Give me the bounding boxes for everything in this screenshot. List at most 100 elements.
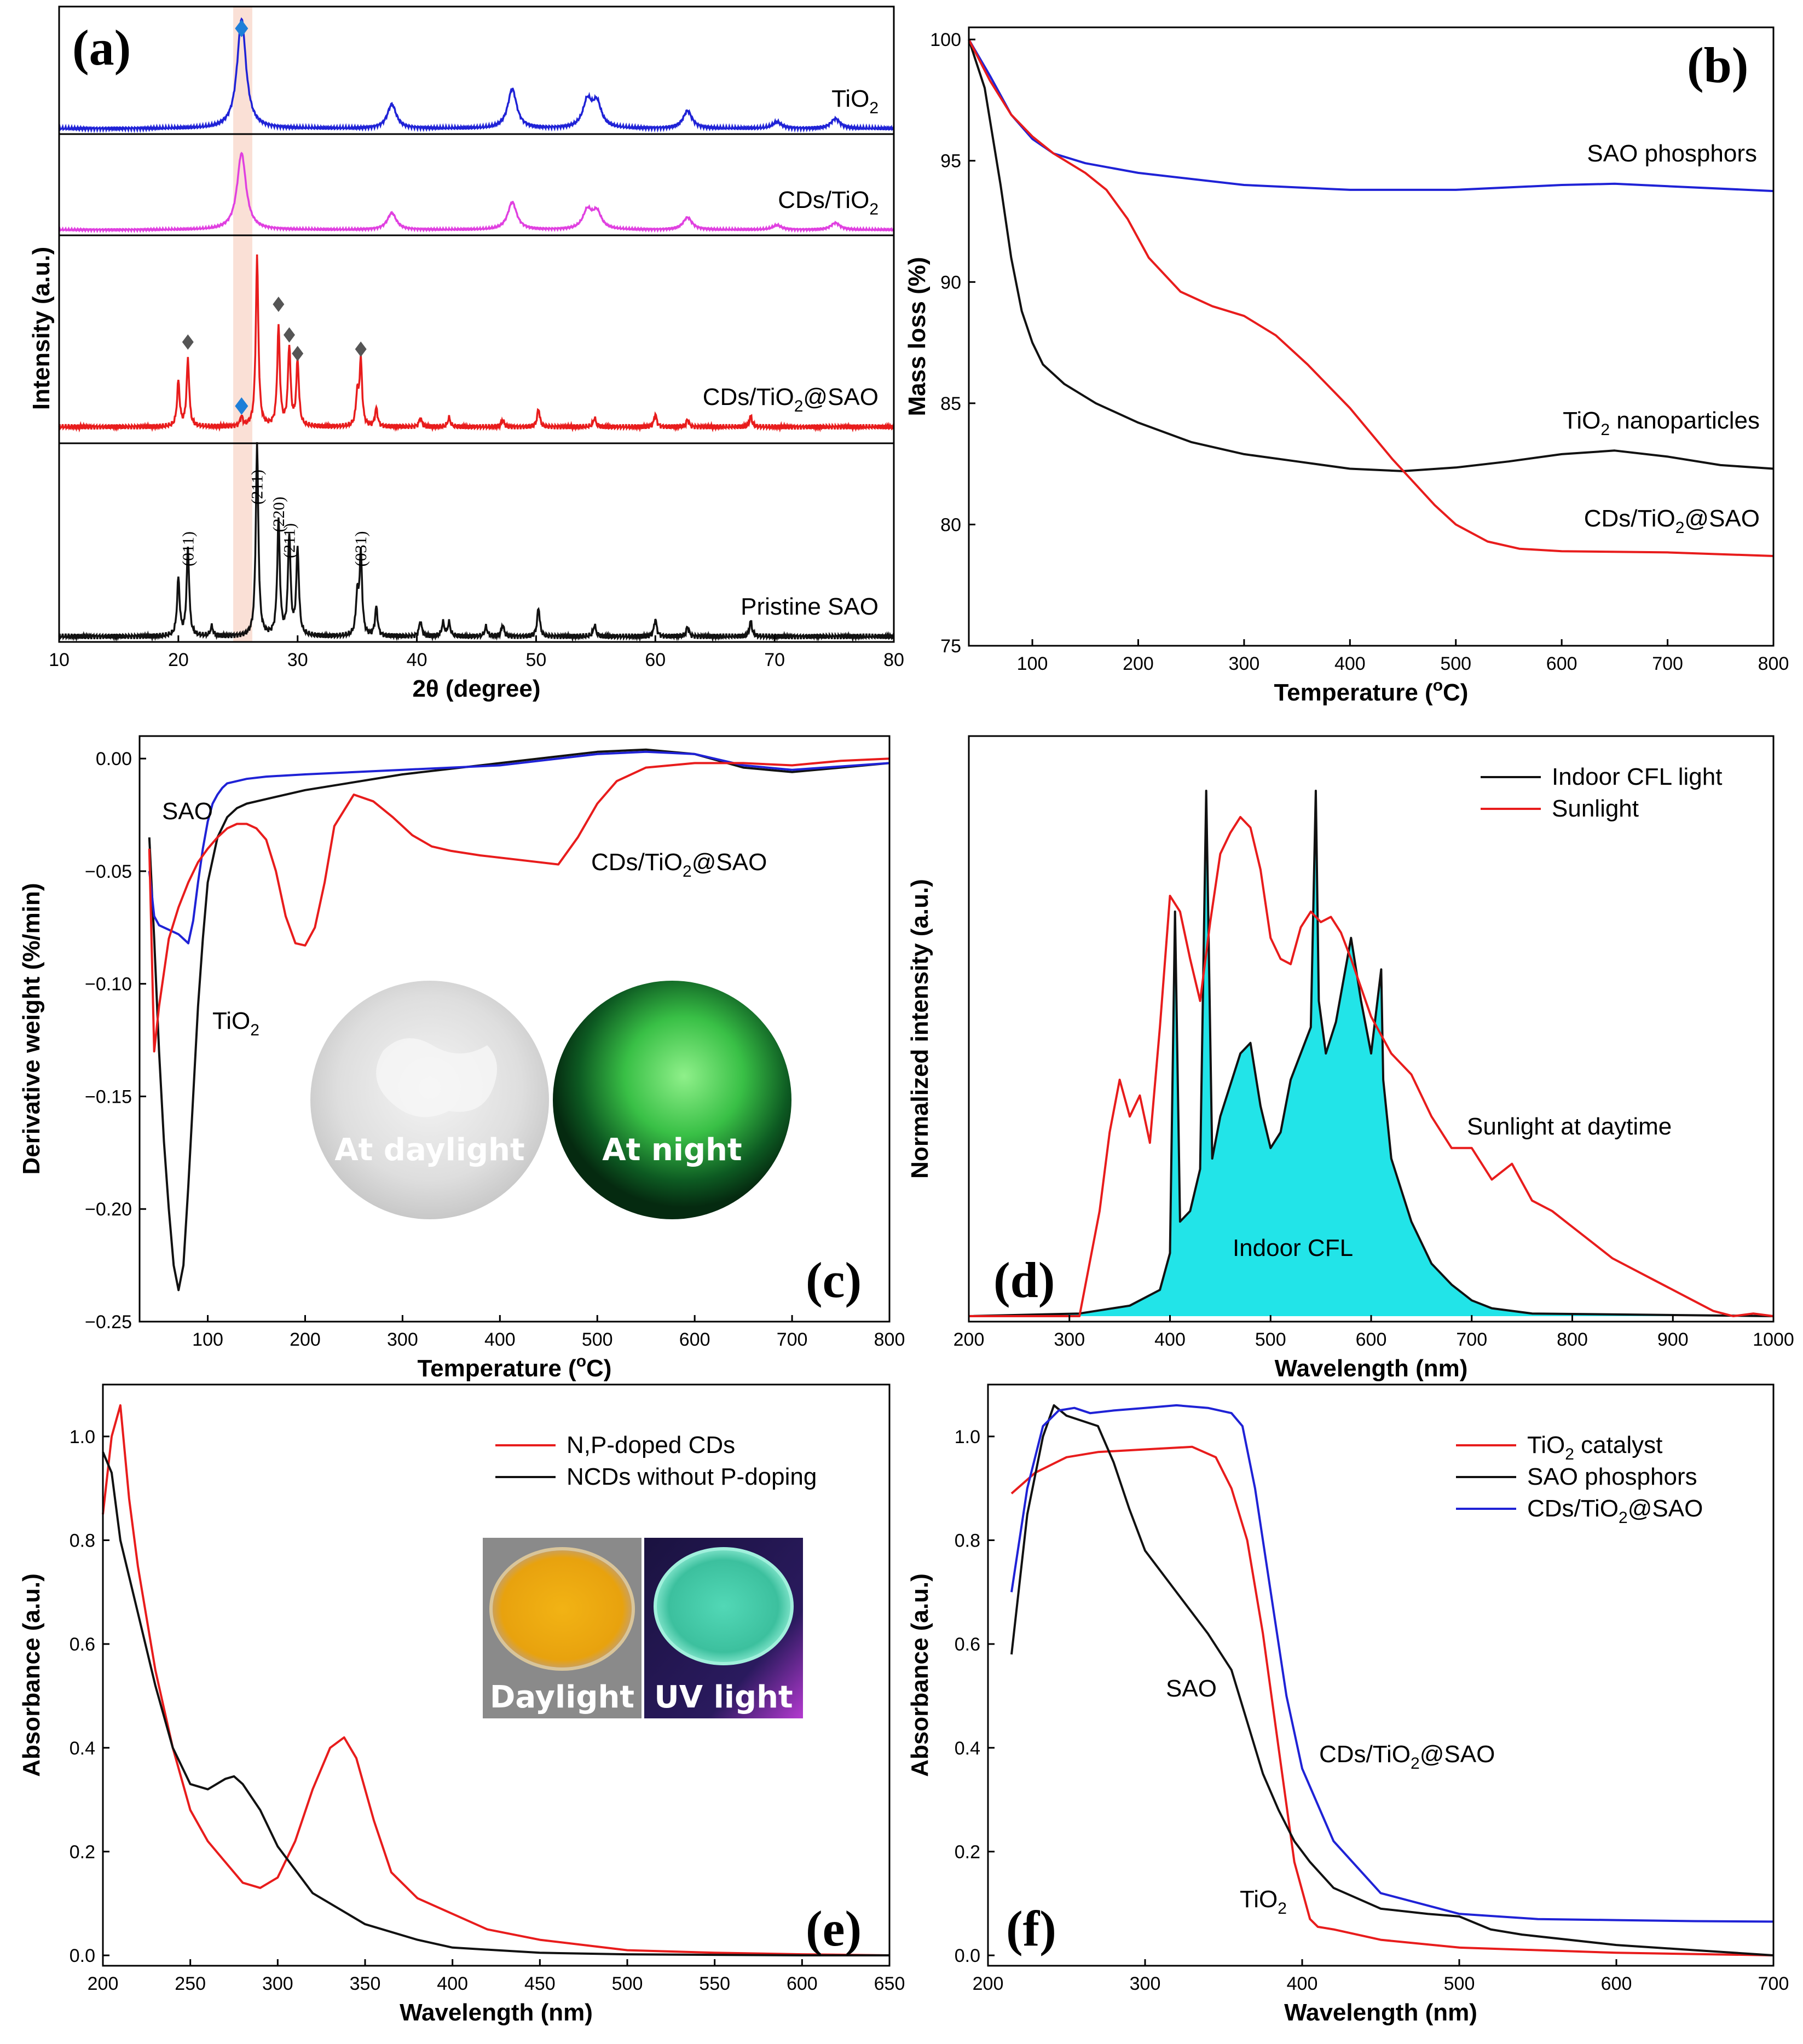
panel-e: 200 250 300 350 400 450 500 550 600 650 0.0 0.2 0.4 0… (18, 1383, 905, 2026)
x-axis-label: Temperature (oC) (418, 1352, 612, 1382)
x-tick-label: 500 (612, 1973, 643, 1994)
photo-caption: At night (602, 1132, 742, 1168)
x-axis-label: 2θ (degree) (412, 675, 540, 702)
y-tick-label: 0.0 (955, 1945, 980, 1966)
y-axis-label: Intensity (a.u.) (28, 247, 55, 410)
series-label: SAO (162, 798, 213, 825)
y-axis-label: Normalized intensity (a.u.) (906, 879, 933, 1179)
sao-peak-marker (292, 346, 304, 361)
y-tick-label: 75 (940, 636, 961, 657)
curve-label: Indoor CFL (1233, 1235, 1353, 1261)
panel-b: 100 200 300 400 500 600 700 800 75 80 85 90 95 100 Tem… (904, 26, 1789, 706)
sao-peak-marker (283, 327, 295, 343)
y-tick-label: 0.2 (955, 1842, 980, 1862)
x-axis-label: Temperature (oC) (1274, 676, 1469, 706)
panel-label: (a) (72, 20, 131, 76)
y-tick-label: 0.00 (96, 749, 132, 769)
y-tick-label: 100 (930, 30, 961, 50)
x-tick-label: 400 (1154, 1329, 1186, 1350)
series-line-2 (148, 757, 890, 1053)
x-tick-label: 10 (49, 650, 70, 670)
yellow-solution (489, 1547, 635, 1671)
powder-shape (376, 1038, 497, 1117)
legend-label: Indoor CFL light (1552, 763, 1722, 790)
curve-label: SAO (1166, 1675, 1217, 1702)
x-tick-label: 300 (262, 1973, 293, 1994)
x-tick-label: 300 (1130, 1973, 1161, 1994)
panel-c: 100 200 300 400 500 600 700 800 −0.25 −0.20 −0.15 −… (18, 735, 905, 1382)
x-tick-label: 600 (787, 1973, 818, 1994)
x-tick-label: 500 (1444, 1973, 1475, 1994)
y-axis-label: Derivative weight (%/min) (18, 883, 45, 1174)
xrd-line-2 (58, 254, 895, 433)
anatase-marker (235, 20, 249, 37)
curve-label: CDs/TiO2@SAO (1319, 1741, 1495, 1773)
x-tick-label: 1000 (1753, 1329, 1794, 1350)
x-tick-label: 300 (387, 1329, 418, 1350)
series-line-0 (968, 39, 1774, 193)
x-tick-label: 800 (1758, 653, 1789, 674)
x-tick-label: 700 (1456, 1329, 1487, 1350)
x-tick-label: 500 (1440, 653, 1471, 674)
hkl-label: (220) (270, 497, 288, 532)
photo-caption: Daylight (490, 1680, 634, 1715)
y-tick-label: 1.0 (70, 1427, 95, 1447)
hkl-label: (211) (280, 523, 298, 558)
x-tick-label: 700 (777, 1329, 808, 1350)
x-tick-label: 50 (526, 650, 547, 670)
inset-photos: Daylight UV light (483, 1538, 803, 1718)
legend-label: N,P-doped CDs (567, 1432, 735, 1458)
series-line-1 (968, 39, 1774, 472)
panel-d: 200 300 400 500 600 700 800 900 1000 Wavelength (… (906, 735, 1794, 1382)
legend-label: SAO phosphors (1527, 1463, 1697, 1490)
x-axis-label: Wavelength (nm) (1275, 1355, 1468, 1382)
xrd-line-1 (58, 152, 894, 234)
y-tick-label: −0.15 (85, 1086, 132, 1107)
x-tick-label: 200 (290, 1329, 321, 1350)
xrd-line-0 (58, 17, 895, 134)
y-axis-label: Absorbance (a.u.) (906, 1573, 933, 1777)
x-tick-label: 900 (1657, 1329, 1689, 1350)
y-tick-label: 0.0 (70, 1945, 95, 1966)
panel-label: (d) (993, 1252, 1055, 1308)
legend-label: TiO2 catalyst (1527, 1432, 1662, 1463)
x-tick-label: 80 (883, 650, 904, 670)
series-label: CDs/TiO2@SAO (703, 384, 879, 415)
series-line-0 (148, 748, 890, 1292)
hkl-label: (211) (249, 470, 267, 505)
panel-label: (c) (806, 1252, 862, 1308)
x-tick-label: 400 (1287, 1973, 1318, 1994)
curve-label: TiO2 (1240, 1886, 1287, 1918)
series-label: Pristine SAO (741, 593, 879, 620)
curve-label: Sunlight at daytime (1467, 1113, 1672, 1140)
series-label: CDs/TiO2@SAO (1584, 505, 1760, 537)
x-tick-label: 400 (437, 1973, 468, 1994)
sao-peak-marker (182, 334, 194, 350)
x-tick-label: 250 (175, 1973, 206, 1994)
x-tick-label: 700 (1758, 1973, 1789, 1994)
series-line-0 (102, 1404, 890, 1956)
plot-frame (102, 1383, 891, 1967)
series-line-2 (1010, 1404, 1774, 1923)
series-label: CDs/TiO2@SAO (591, 849, 767, 881)
x-tick-label: 200 (88, 1973, 119, 1994)
x-tick-label: 500 (1255, 1329, 1286, 1350)
x-tick-label: 400 (484, 1329, 516, 1350)
y-tick-label: 1.0 (955, 1427, 980, 1447)
x-tick-label: 800 (1557, 1329, 1588, 1350)
y-tick-label: −0.05 (85, 861, 132, 882)
y-tick-label: 95 (940, 151, 961, 172)
x-tick-label: 600 (679, 1329, 710, 1350)
x-axis-label: Wavelength (nm) (400, 1999, 593, 2026)
panel-label: (f) (1006, 1901, 1056, 1956)
series-label: SAO phosphors (1587, 140, 1757, 167)
x-tick-label: 30 (287, 650, 308, 670)
x-tick-label: 350 (350, 1973, 381, 1994)
x-tick-label: 40 (407, 650, 427, 670)
x-tick-label: 200 (973, 1973, 1004, 1994)
x-tick-label: 100 (1017, 653, 1048, 674)
x-axis-label: Wavelength (nm) (1284, 1999, 1477, 2026)
y-axis-label: Mass loss (%) (904, 257, 931, 416)
panel-a: TiO2 CDs/TiO2 CDs/TiO2@SAO Pristine SAO (011… (28, 5, 904, 702)
plot-frame (987, 1383, 1775, 1967)
